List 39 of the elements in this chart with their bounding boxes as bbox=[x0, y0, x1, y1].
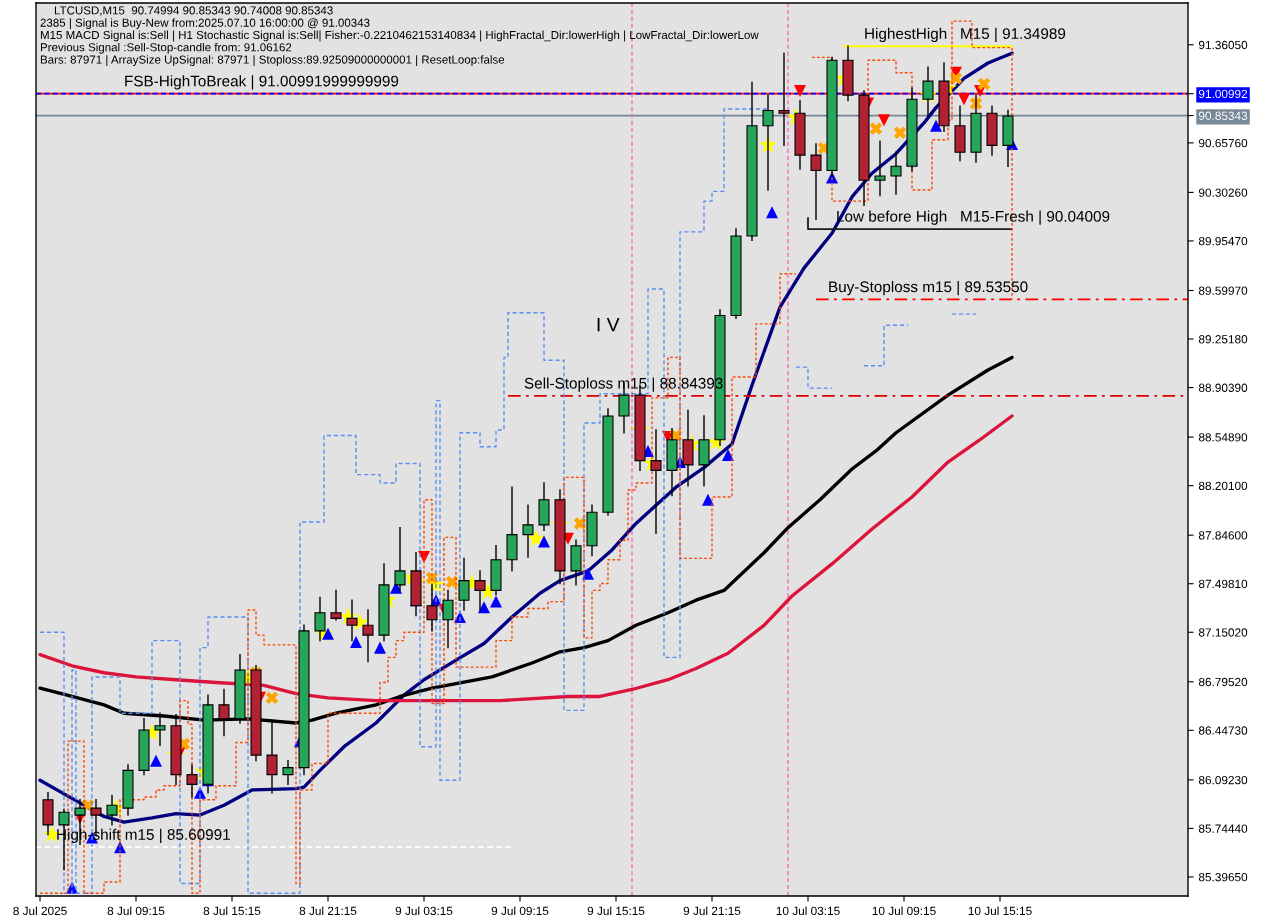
y-tick-label: 89.95470 bbox=[1198, 236, 1248, 246]
annotation: Buy-Stoploss m15 | 89.53550 bbox=[829, 280, 1028, 296]
y-tick-label: 86.44730 bbox=[1198, 726, 1248, 735]
x-tick-label: 8 Jul 21:15 bbox=[299, 906, 357, 916]
y-tick-label: 88.90390 bbox=[1198, 383, 1248, 392]
x-tick-label: 9 Jul 09:15 bbox=[491, 906, 549, 916]
annotation: HighestHigh M15 | 91.34989 bbox=[865, 27, 1066, 43]
y-tick-label: 91.36050 bbox=[1198, 40, 1248, 50]
y-tick-label: 90.30260 bbox=[1198, 188, 1248, 197]
y-tick-label: 85.74440 bbox=[1198, 824, 1248, 833]
annotation: Bars: 87971 | ArraySize UpSignal: 87971 | Stoploss:89.92509000000001 | ResetLoop:false bbox=[40, 55, 505, 66]
x-tick-label: 8 Jul 2025 bbox=[13, 906, 67, 916]
x-tick-label: 9 Jul 15:15 bbox=[587, 906, 645, 916]
annotation: 2385 | Signal is Buy-New from:2025.07.10 16:00:00 @ 91.00343 bbox=[40, 18, 370, 30]
y-tick-label: 86.09230 bbox=[1198, 775, 1248, 785]
y-tick-label: 90.85343 bbox=[1198, 111, 1248, 120]
y-tick-label: 88.54890 bbox=[1198, 433, 1248, 442]
chart-title: LTCUSD,M15 90.74994 90.85343 90.74008 90.85343 bbox=[54, 6, 333, 16]
annotation: FSB-HighToBreak | 91.00991999999999 bbox=[125, 75, 399, 90]
x-tick-label: 8 Jul 15:15 bbox=[203, 906, 261, 916]
x-tick-label: 9 Jul 21:15 bbox=[683, 906, 741, 916]
annotation: Previous Signal :Sell-Stop-candle from: 91.06162 bbox=[40, 42, 292, 54]
y-tick-label: 89.25180 bbox=[1198, 335, 1248, 344]
x-tick-label: 10 Jul 09:15 bbox=[872, 906, 936, 916]
annotation: M15 MACD Signal is:Sell | H1 Stochastic Signal is:Sell| Fisher:-0.2210462153140834 | HighFractal_Dir:lowerHigh | LowFractal_Dir:lowerLow bbox=[40, 30, 759, 42]
y-tick-label: 87.84600 bbox=[1198, 531, 1248, 540]
x-tick-label: 10 Jul 15:15 bbox=[968, 906, 1032, 916]
x-tick-label: 8 Jul 09:15 bbox=[107, 906, 165, 916]
y-tick-label: 85.39650 bbox=[1198, 872, 1248, 882]
annotation: I V bbox=[597, 317, 620, 332]
y-tick-label: 91.00992 bbox=[1198, 89, 1248, 99]
y-tick-label: 87.49810 bbox=[1198, 579, 1248, 589]
y-tick-label: 86.79520 bbox=[1198, 677, 1248, 687]
y-tick-label: 90.65760 bbox=[1198, 138, 1248, 148]
y-tick-label: 89.59970 bbox=[1198, 286, 1248, 295]
x-tick-label: 9 Jul 03:15 bbox=[395, 906, 453, 916]
y-tick-label: 88.20100 bbox=[1198, 481, 1248, 491]
x-tick-label: 10 Jul 03:15 bbox=[776, 906, 840, 916]
y-tick-label: 87.15020 bbox=[1198, 628, 1248, 637]
